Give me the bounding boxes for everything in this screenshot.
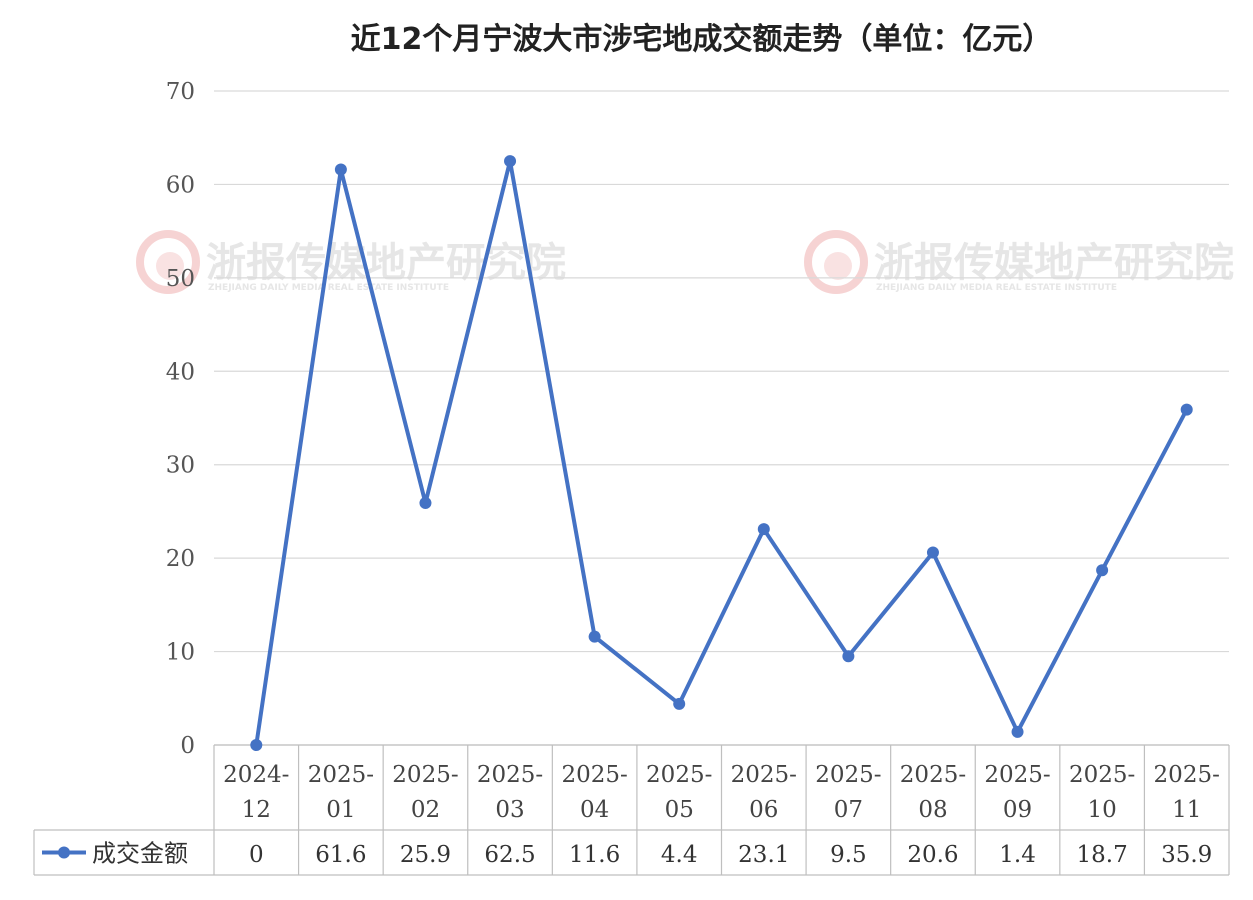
data-label: 1.4 — [999, 842, 1036, 868]
data-point — [1011, 725, 1024, 738]
y-tick-label: 0 — [180, 733, 195, 759]
data-point — [334, 163, 347, 176]
x-tick-label: 2024- — [223, 762, 289, 788]
grid-lines — [214, 90, 1229, 746]
data-label: 62.5 — [484, 842, 535, 868]
y-tick-label: 20 — [166, 546, 195, 572]
y-tick-label: 30 — [166, 453, 195, 479]
data-point — [588, 630, 601, 643]
data-table: 2024- 12 0 2025- 01 61.6 2025- 02 25.9 2025- 03 62.… — [33, 744, 1230, 876]
data-point — [250, 739, 263, 751]
x-tick-label: 2025- — [984, 762, 1050, 788]
data-label: 18.7 — [1077, 842, 1128, 868]
x-tick-label: 11 — [1172, 797, 1201, 823]
x-tick-label: 2025- — [731, 762, 797, 788]
data-label: 0 — [249, 842, 264, 868]
x-tick-label: 01 — [326, 797, 355, 823]
legend-key — [42, 846, 86, 859]
watermark-text: 浙报传媒地产研究院 — [206, 240, 566, 286]
chart-title: 近12个月宁波大市涉宅地成交额走势（单位：亿元） — [350, 22, 1053, 57]
data-point — [1180, 403, 1193, 416]
data-point — [842, 650, 855, 663]
legend-label: 成交金额 — [92, 840, 188, 868]
x-tick-label: 2025- — [392, 762, 458, 788]
x-tick-label: 2025- — [815, 762, 881, 788]
data-point — [673, 697, 686, 710]
series-line-layer — [250, 155, 1193, 751]
data-label: 20.6 — [907, 842, 958, 868]
swirl-logo-icon — [136, 230, 200, 294]
y-tick-label: 60 — [166, 172, 195, 198]
y-tick-label: 40 — [166, 359, 195, 385]
y-tick-label: 70 — [166, 79, 195, 105]
x-tick-label: 12 — [242, 797, 271, 823]
data-label: 35.9 — [1161, 842, 1212, 868]
x-tick-label: 10 — [1087, 797, 1116, 823]
data-label: 25.9 — [400, 842, 451, 868]
y-tick-label: 10 — [166, 640, 195, 666]
x-tick-label: 06 — [749, 797, 778, 823]
watermark-subtext: ZHEJIANG DAILY MEDIA REAL ESTATE INSTITU… — [208, 283, 449, 293]
data-point — [926, 546, 939, 559]
data-point — [419, 497, 432, 510]
x-tick-label: 2025- — [477, 762, 543, 788]
data-label: 9.5 — [830, 842, 867, 868]
x-tick-label: 09 — [1003, 797, 1032, 823]
x-tick-label: 05 — [665, 797, 694, 823]
x-tick-label: 2025- — [1154, 762, 1220, 788]
data-point — [757, 523, 770, 536]
x-tick-label: 2025- — [308, 762, 374, 788]
x-tick-label: 07 — [834, 797, 863, 823]
data-label: 4.4 — [661, 842, 698, 868]
x-tick-label: 04 — [580, 797, 609, 823]
y-axis-ticks: 0 10 20 30 40 50 60 70 — [166, 79, 195, 759]
watermark-subtext: ZHEJIANG DAILY MEDIA REAL ESTATE INSTITU… — [876, 283, 1117, 293]
x-tick-label: 2025- — [1069, 762, 1135, 788]
data-point — [504, 155, 517, 168]
x-tick-label: 02 — [411, 797, 440, 823]
watermark-text: 浙报传媒地产研究院 — [874, 240, 1234, 286]
x-tick-label: 2025- — [900, 762, 966, 788]
data-point — [1096, 564, 1109, 577]
swirl-logo-icon — [804, 230, 868, 294]
legend: 成交金额 — [42, 840, 188, 868]
x-tick-label: 2025- — [646, 762, 712, 788]
data-label: 23.1 — [738, 842, 789, 868]
data-label: 61.6 — [315, 842, 366, 868]
x-tick-label: 08 — [918, 797, 947, 823]
series-line — [254, 159, 1189, 746]
y-tick-label: 50 — [166, 266, 195, 292]
data-label: 11.6 — [569, 842, 620, 868]
x-tick-label: 03 — [495, 797, 524, 823]
x-tick-label: 2025- — [561, 762, 627, 788]
